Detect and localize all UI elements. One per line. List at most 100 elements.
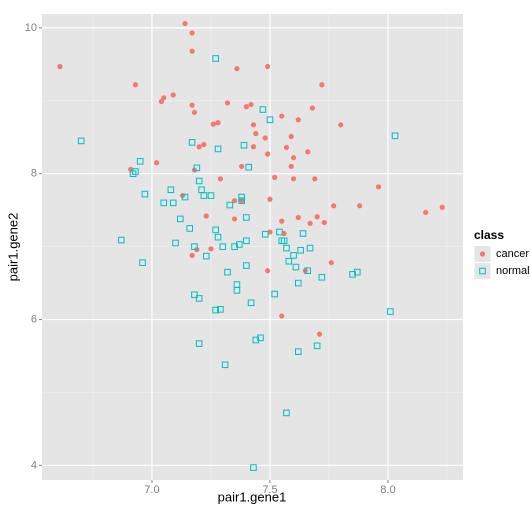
point bbox=[224, 268, 231, 276]
point bbox=[250, 122, 257, 128]
point bbox=[262, 135, 268, 141]
point bbox=[423, 209, 429, 215]
point bbox=[290, 176, 297, 182]
point bbox=[266, 116, 274, 124]
point bbox=[259, 106, 267, 113]
point bbox=[182, 20, 188, 27]
point bbox=[176, 215, 184, 223]
point bbox=[265, 151, 271, 157]
point bbox=[375, 184, 382, 190]
point bbox=[172, 239, 179, 247]
x-tick-label: 7.0 bbox=[144, 484, 159, 496]
point bbox=[240, 141, 248, 149]
point bbox=[250, 144, 257, 150]
point bbox=[181, 193, 189, 201]
point bbox=[353, 268, 361, 276]
point bbox=[279, 218, 285, 224]
point bbox=[200, 192, 208, 199]
point bbox=[201, 141, 207, 148]
point bbox=[272, 174, 278, 180]
point bbox=[207, 192, 215, 199]
point bbox=[318, 273, 326, 281]
point bbox=[203, 213, 209, 219]
x-tick-label: 7.5 bbox=[262, 484, 277, 496]
point bbox=[297, 246, 304, 254]
legend-label: normal bbox=[496, 265, 530, 277]
point bbox=[210, 121, 216, 127]
point bbox=[189, 30, 195, 36]
point bbox=[257, 334, 264, 342]
point bbox=[338, 122, 344, 128]
point bbox=[202, 252, 210, 260]
point bbox=[267, 196, 273, 202]
y-axis-title: pair1.gene2 bbox=[5, 213, 20, 282]
point bbox=[328, 260, 334, 266]
point bbox=[189, 48, 195, 54]
point bbox=[219, 243, 227, 250]
point bbox=[208, 246, 214, 252]
point bbox=[243, 214, 250, 221]
point bbox=[169, 199, 177, 207]
point bbox=[261, 230, 269, 238]
point bbox=[313, 342, 321, 350]
point bbox=[307, 220, 313, 226]
point bbox=[212, 55, 219, 62]
point bbox=[247, 299, 255, 307]
y-tick-label: 6 bbox=[31, 313, 37, 325]
legend-title: class bbox=[474, 228, 504, 242]
point bbox=[288, 133, 294, 140]
point bbox=[276, 228, 283, 236]
point bbox=[235, 241, 243, 248]
point bbox=[283, 409, 290, 417]
point bbox=[139, 259, 146, 266]
point bbox=[252, 336, 260, 344]
point bbox=[217, 306, 224, 313]
point bbox=[306, 244, 314, 252]
point bbox=[132, 168, 139, 175]
point bbox=[231, 243, 238, 250]
point bbox=[295, 214, 301, 221]
point bbox=[189, 102, 195, 108]
point bbox=[191, 109, 198, 116]
point bbox=[304, 267, 312, 275]
point bbox=[77, 137, 85, 145]
y-tick-label: 4 bbox=[31, 459, 37, 471]
point bbox=[439, 204, 445, 210]
point bbox=[279, 313, 285, 319]
point bbox=[349, 271, 356, 278]
point bbox=[239, 163, 245, 170]
point bbox=[271, 290, 278, 298]
point bbox=[294, 348, 302, 355]
point bbox=[243, 237, 250, 245]
point bbox=[295, 117, 301, 123]
point bbox=[193, 164, 201, 172]
x-axis-title: pair1.gene1 bbox=[218, 489, 287, 504]
panel bbox=[42, 14, 463, 480]
point bbox=[239, 198, 245, 204]
point bbox=[265, 63, 271, 70]
point bbox=[186, 225, 194, 232]
point bbox=[212, 226, 219, 234]
point bbox=[226, 201, 234, 209]
point bbox=[243, 104, 249, 110]
point bbox=[309, 105, 316, 111]
point bbox=[314, 214, 320, 220]
point bbox=[316, 331, 323, 337]
point bbox=[331, 203, 337, 209]
point bbox=[319, 82, 325, 88]
point bbox=[253, 130, 259, 137]
point bbox=[191, 291, 198, 299]
point bbox=[321, 219, 327, 226]
point bbox=[195, 177, 203, 185]
point bbox=[141, 190, 149, 198]
point bbox=[312, 176, 318, 182]
point bbox=[279, 113, 285, 119]
point bbox=[283, 244, 290, 252]
point bbox=[221, 361, 229, 369]
point bbox=[217, 176, 224, 182]
point bbox=[248, 101, 254, 108]
point bbox=[234, 66, 240, 72]
point bbox=[250, 464, 257, 471]
point bbox=[196, 144, 202, 150]
